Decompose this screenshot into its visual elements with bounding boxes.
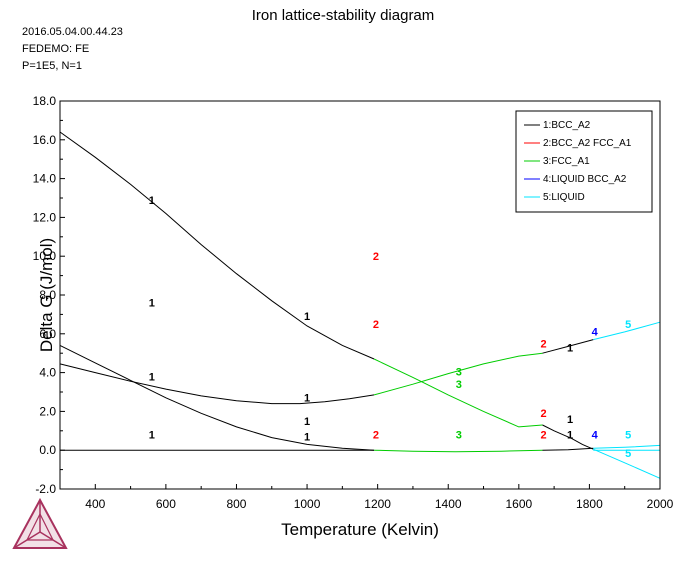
curve-label: 1 (304, 432, 310, 444)
series-line-12 (593, 448, 661, 479)
curve-label: 2 (540, 430, 546, 442)
curve-label: 3 (456, 367, 462, 379)
series-line-2 (59, 363, 375, 405)
y-tick-label: -2.0 (35, 482, 56, 496)
y-tick-label: 2.0 (39, 404, 56, 418)
series-line-11 (593, 321, 661, 341)
database-text: FEDEMO: FE (22, 43, 90, 55)
curve-label: 3 (456, 379, 462, 391)
y-tick-label: 10.0 (33, 249, 57, 263)
x-tick-label: 400 (85, 497, 105, 511)
curve-label: 1 (567, 414, 573, 426)
x-axis-label: Temperature (Kelvin) (281, 520, 439, 539)
curve-label: 1 (149, 298, 155, 310)
y-tick-label: 8.0 (39, 288, 56, 302)
curve-label: 3 (456, 430, 462, 442)
curve-label: 5 (625, 430, 631, 442)
timestamp-text: 2016.05.04.00.44.23 (22, 26, 123, 38)
y-tick-label: 16.0 (33, 133, 57, 147)
y-tick-label: 4.0 (39, 366, 56, 380)
conditions-text: P=1E5, N=1 (22, 60, 82, 72)
curve-label: 5 (625, 448, 631, 460)
curve-label: 4 (592, 327, 599, 339)
x-tick-label: 800 (226, 497, 246, 511)
curve-label: 1 (149, 371, 155, 383)
series-line-10 (374, 449, 543, 453)
series-line-3 (59, 344, 375, 451)
x-tick-label: 1200 (364, 497, 391, 511)
y-tick-label: 18.0 (33, 94, 57, 108)
series-line-6 (542, 447, 594, 451)
x-tick-label: 600 (156, 497, 176, 511)
legend-label: 5:LIQUID (543, 192, 585, 203)
legend-label: 3:FCC_A1 (543, 156, 590, 167)
curve-label: 2 (373, 251, 379, 263)
x-tick-label: 1000 (294, 497, 321, 511)
series-line-9 (373, 358, 543, 428)
logo-inner-triangle (26, 512, 54, 541)
series-line-1 (59, 131, 375, 360)
legend-label: 1:BCC_A2 (543, 120, 591, 131)
series-line-13 (593, 444, 661, 449)
curve-label: 2 (373, 430, 379, 442)
curve-label: 1 (149, 195, 155, 207)
curve-label: 1 (304, 416, 310, 428)
series-line-5 (542, 424, 594, 450)
legend-label: 2:BCC_A2 FCC_A1 (543, 138, 632, 149)
curve-label: 2 (540, 338, 546, 350)
series-line-7 (542, 339, 594, 354)
curve-label: 5 (625, 319, 631, 331)
y-tick-label: 12.0 (33, 210, 57, 224)
y-tick-label: 6.0 (39, 327, 56, 341)
curve-label: 2 (540, 408, 546, 420)
y-tick-label: 0.0 (39, 443, 56, 457)
curve-label: 1 (567, 342, 573, 354)
x-tick-label: 1800 (576, 497, 603, 511)
curve-label: 1 (304, 311, 310, 323)
curve-label: 4 (592, 430, 599, 442)
chart-title: Iron lattice-stability diagram (252, 7, 435, 24)
curve-label: 2 (373, 319, 379, 331)
series-line-8 (373, 352, 543, 396)
curve-label: 1 (304, 393, 310, 405)
x-tick-label: 1600 (505, 497, 532, 511)
x-tick-label: 1400 (435, 497, 462, 511)
x-tick-label: 2000 (647, 497, 674, 511)
thermo-calc-logo (12, 497, 68, 549)
y-axis-label: Delta G (J/mol) (37, 238, 56, 352)
legend-label: 4:LIQUID BCC_A2 (543, 174, 627, 185)
curve-label: 1 (149, 430, 155, 442)
curve-label: 1 (567, 430, 573, 442)
y-tick-label: 14.0 (33, 172, 57, 186)
